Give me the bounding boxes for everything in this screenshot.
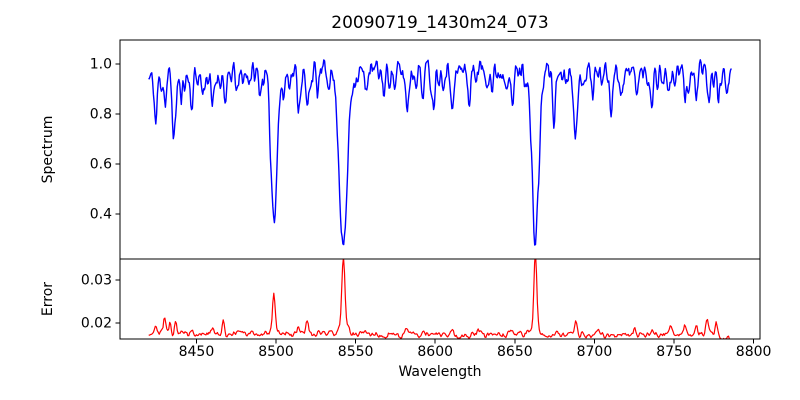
x-tick-label: 8450 [179, 344, 215, 360]
x-tick-label: 8650 [497, 344, 533, 360]
x-tick-label: 8750 [656, 344, 692, 360]
error-line [148, 259, 731, 339]
x-tick-label: 8600 [417, 344, 453, 360]
y-tick-label: 0.4 [90, 207, 112, 223]
chart-title: 20090719_1430m24_073 [331, 13, 548, 33]
spectrum-y-axis-label: Spectrum [40, 116, 56, 184]
y-tick-label: 1.0 [90, 57, 112, 73]
x-tick-label: 8700 [577, 344, 613, 360]
plot-area: 8450 8500 8550 8600 8650 8700 8750 8800 1.0 0.8 0.… [81, 39, 772, 360]
x-tick-label: 8550 [338, 344, 374, 360]
y-tick-label: 0.6 [90, 157, 112, 173]
spectrum-line [148, 59, 732, 246]
x-tick-label: 8500 [258, 344, 294, 360]
y-tick-label: 0.03 [81, 273, 112, 289]
x-axis-label: Wavelength [398, 364, 481, 380]
error-y-axis-label: Error [40, 282, 56, 316]
error-panel-border [119, 258, 761, 340]
y-tick-label: 0.02 [81, 316, 112, 332]
x-tick-label: 8800 [736, 344, 772, 360]
y-tick-label: 0.8 [90, 107, 112, 123]
